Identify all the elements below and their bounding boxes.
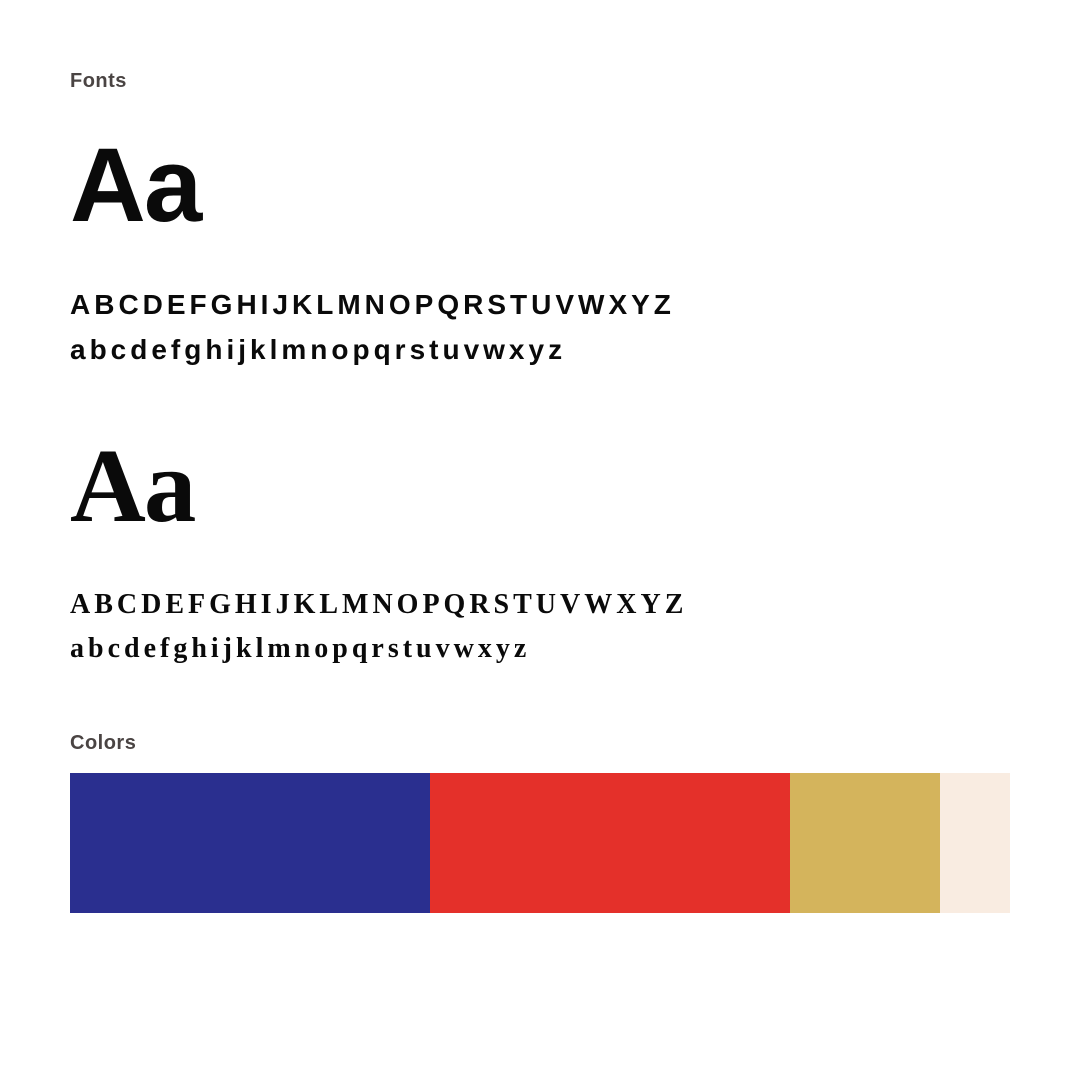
color-palette: [70, 773, 1010, 913]
swatch-1: [430, 773, 790, 913]
fonts-section-label: Fonts: [70, 70, 1010, 93]
swatch-0: [70, 773, 430, 913]
alphabet-upper-serif: ABCDEFGHIJKLMNOPQRSTUVWXYZ: [70, 583, 1010, 628]
alphabet-lower-serif: abcdefghijklmnopqrstuvwxyz: [70, 627, 1010, 672]
font-sample-serif: Aa ABCDEFGHIJKLMNOPQRSTUVWXYZ abcdefghij…: [70, 433, 1010, 673]
colors-section-label: Colors: [70, 732, 1010, 755]
font-specimen-serif: Aa: [70, 433, 1010, 538]
font-specimen-sans: Aa: [70, 133, 1010, 238]
alphabet-lower-sans: abcdefghijklmnopqrstuvwxyz: [70, 328, 1010, 373]
alphabet-upper-sans: ABCDEFGHIJKLMNOPQRSTUVWXYZ: [70, 283, 1010, 328]
swatch-2: [790, 773, 940, 913]
swatch-3: [940, 773, 1010, 913]
font-sample-sans: Aa ABCDEFGHIJKLMNOPQRSTUVWXYZ abcdefghij…: [70, 133, 1010, 373]
